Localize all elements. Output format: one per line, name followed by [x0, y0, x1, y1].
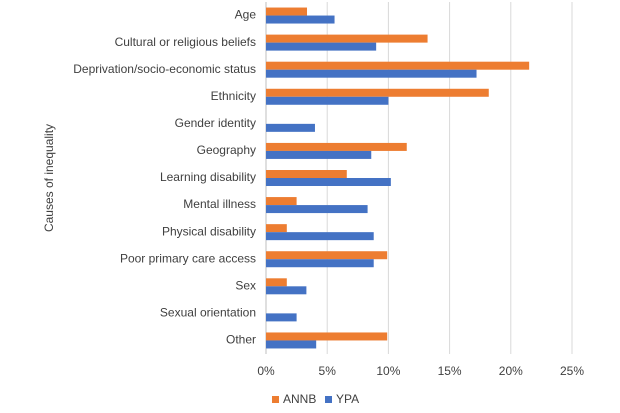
- bar: [266, 259, 374, 268]
- y-tick-label: Age: [235, 8, 257, 22]
- y-tick-label: Sex: [235, 278, 256, 292]
- bar: [266, 123, 315, 132]
- y-tick-label: Ethnicity: [211, 89, 256, 103]
- x-tick-label: 0%: [257, 364, 275, 378]
- bar: [266, 286, 307, 295]
- y-tick-label: Geography: [197, 143, 256, 157]
- legend-swatch: [325, 396, 332, 403]
- x-tick-label: 25%: [560, 364, 584, 378]
- bar: [266, 232, 374, 241]
- y-tick-label: Other: [226, 333, 256, 347]
- y-tick-label: Sexual orientation: [160, 306, 256, 320]
- x-tick-label: 15%: [438, 364, 462, 378]
- y-tick-label: Cultural or religious beliefs: [115, 35, 256, 49]
- y-tick-label: Poor primary care access: [120, 251, 256, 265]
- bar: [266, 178, 391, 186]
- y-tick-label: Learning disability: [160, 170, 256, 184]
- bar: [266, 15, 335, 24]
- bar: [266, 142, 407, 151]
- bar: [266, 170, 347, 178]
- bar: [266, 34, 428, 43]
- x-tick-label: 20%: [499, 364, 523, 378]
- legend-swatch: [272, 396, 279, 403]
- bar: [266, 197, 297, 206]
- y-tick-label: Physical disability: [162, 224, 256, 238]
- legend-label: YPA: [336, 392, 359, 406]
- bar: [266, 340, 317, 349]
- bar: [266, 42, 377, 51]
- bar: [266, 313, 297, 322]
- bar: [266, 332, 388, 341]
- y-tick-label: Gender identity: [175, 116, 256, 130]
- bar: [266, 205, 368, 214]
- bar: [266, 251, 388, 260]
- bar: [266, 88, 489, 97]
- y-tick-label: Deprivation/socio-economic status: [73, 62, 256, 76]
- bar: [266, 7, 308, 16]
- bar: [266, 69, 477, 78]
- x-tick-label: 5%: [319, 364, 337, 378]
- legend-label: ANNB: [283, 392, 316, 406]
- bar: [266, 278, 287, 287]
- y-axis-label: Causes of inequality: [42, 124, 56, 232]
- x-tick-label: 10%: [376, 364, 400, 378]
- bar: [266, 224, 287, 233]
- bar: [266, 96, 389, 105]
- y-tick-label: Mental illness: [183, 197, 256, 211]
- bar: [266, 150, 372, 159]
- bar: [266, 61, 530, 70]
